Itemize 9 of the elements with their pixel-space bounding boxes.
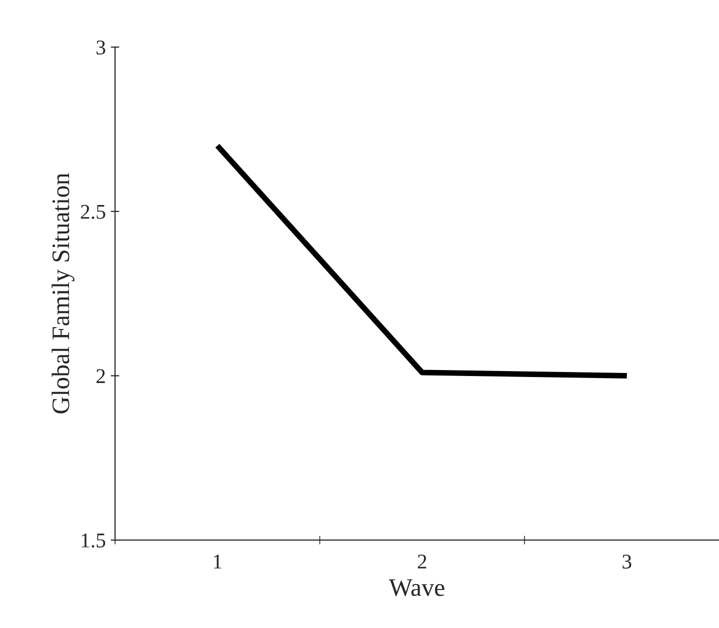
y-axis-title: Global Family Situation	[52, 173, 74, 414]
y-tick-label: 2.5	[80, 204, 106, 219]
y-tick-label: 3	[96, 40, 106, 55]
y-tick-label: 2	[96, 369, 105, 383]
x-tick-label: 2	[418, 554, 426, 568]
x-tick-label: 1	[214, 554, 222, 568]
x-axis-title: Wave	[388, 579, 444, 596]
x-tick-label: 3	[622, 554, 632, 569]
y-tick-label: 1.5	[82, 534, 106, 548]
